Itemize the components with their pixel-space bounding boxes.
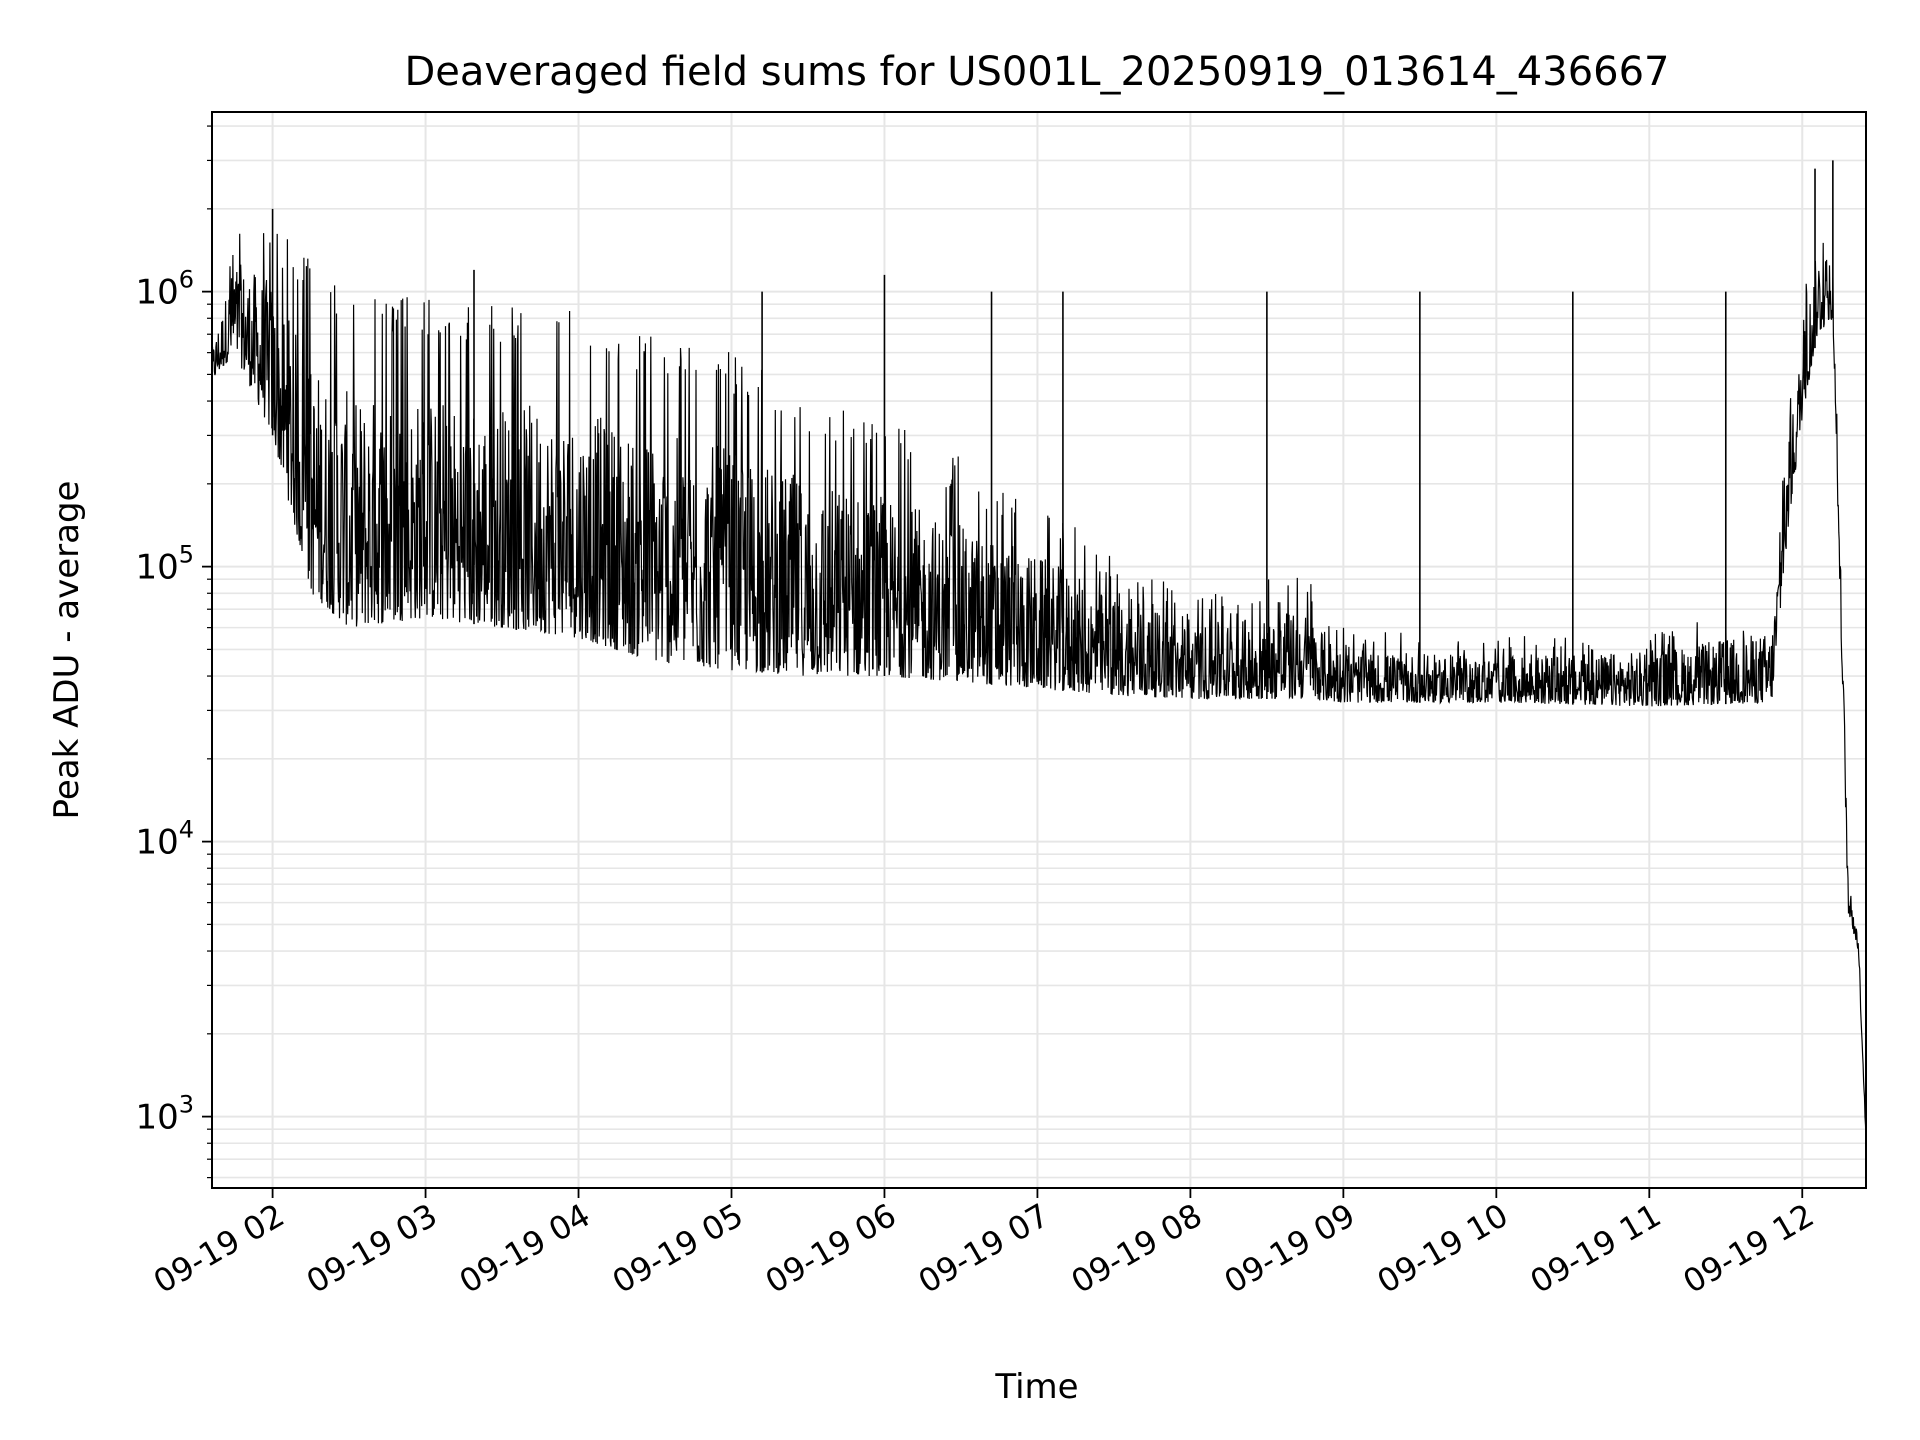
x-axis-label: Time [994,1367,1078,1407]
y-tick-label: 103 [135,1091,194,1138]
x-axis: 09-19 02 09-19 03 09-19 04 09-19 05 09-19 06… [147,1188,1820,1301]
y-axis: 103 104 105 106 [135,125,212,1179]
y-tick-label: 106 [135,266,194,313]
y-tick-label: 104 [135,816,194,863]
x-tick-label: 09-19 11 [1524,1196,1668,1301]
x-tick-label: 09-19 03 [300,1196,444,1301]
x-tick-label: 09-19 05 [606,1196,750,1301]
plot-area [211,160,1867,1143]
x-tick-label: 09-19 09 [1218,1196,1362,1301]
x-tick-label: 09-19 07 [912,1196,1056,1301]
chart-title: Deaveraged field sums for US001L_2025091… [405,49,1670,95]
x-tick-label: 09-19 10 [1371,1196,1515,1301]
x-tick-label: 09-19 02 [147,1196,291,1301]
grid [212,112,1866,1188]
y-tick-label: 105 [135,541,194,588]
x-tick-label: 09-19 12 [1677,1196,1821,1301]
y-axis-label: Peak ADU - average [47,481,87,820]
x-tick-label: 09-19 08 [1065,1196,1209,1301]
series-line [211,233,1867,1143]
axes-frame [211,111,1867,1189]
x-tick-label: 09-19 06 [759,1196,903,1301]
x-tick-label: 09-19 04 [453,1196,597,1301]
